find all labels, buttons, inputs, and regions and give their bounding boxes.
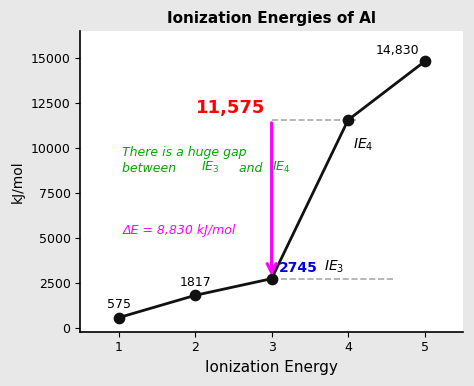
Text: $\it{IE}_4$: $\it{IE}_4$: [272, 160, 290, 175]
Text: 1817: 1817: [179, 276, 211, 289]
Text: $\it{IE}_4$: $\it{IE}_4$: [354, 136, 374, 152]
Text: 2745: 2745: [279, 261, 318, 275]
Point: [421, 58, 428, 64]
Text: There is a huge gap: There is a huge gap: [122, 146, 247, 159]
Text: 14,830: 14,830: [375, 44, 419, 57]
Text: and: and: [235, 162, 266, 175]
X-axis label: Ionization Energy: Ionization Energy: [205, 360, 338, 375]
Point: [115, 315, 122, 321]
Point: [191, 292, 199, 298]
Text: between: between: [122, 162, 181, 175]
Point: [268, 276, 275, 282]
Text: $\it{IE}_3$: $\it{IE}_3$: [324, 259, 344, 275]
Text: $\it{IE}_3$: $\it{IE}_3$: [201, 160, 219, 175]
Text: 575: 575: [107, 298, 130, 312]
Title: Ionization Energies of Al: Ionization Energies of Al: [167, 11, 376, 26]
Text: ΔE = 8,830 kJ/mol: ΔE = 8,830 kJ/mol: [122, 224, 236, 237]
Text: 11,575: 11,575: [196, 99, 265, 117]
Y-axis label: kJ/mol: kJ/mol: [11, 160, 25, 203]
Point: [344, 117, 352, 123]
